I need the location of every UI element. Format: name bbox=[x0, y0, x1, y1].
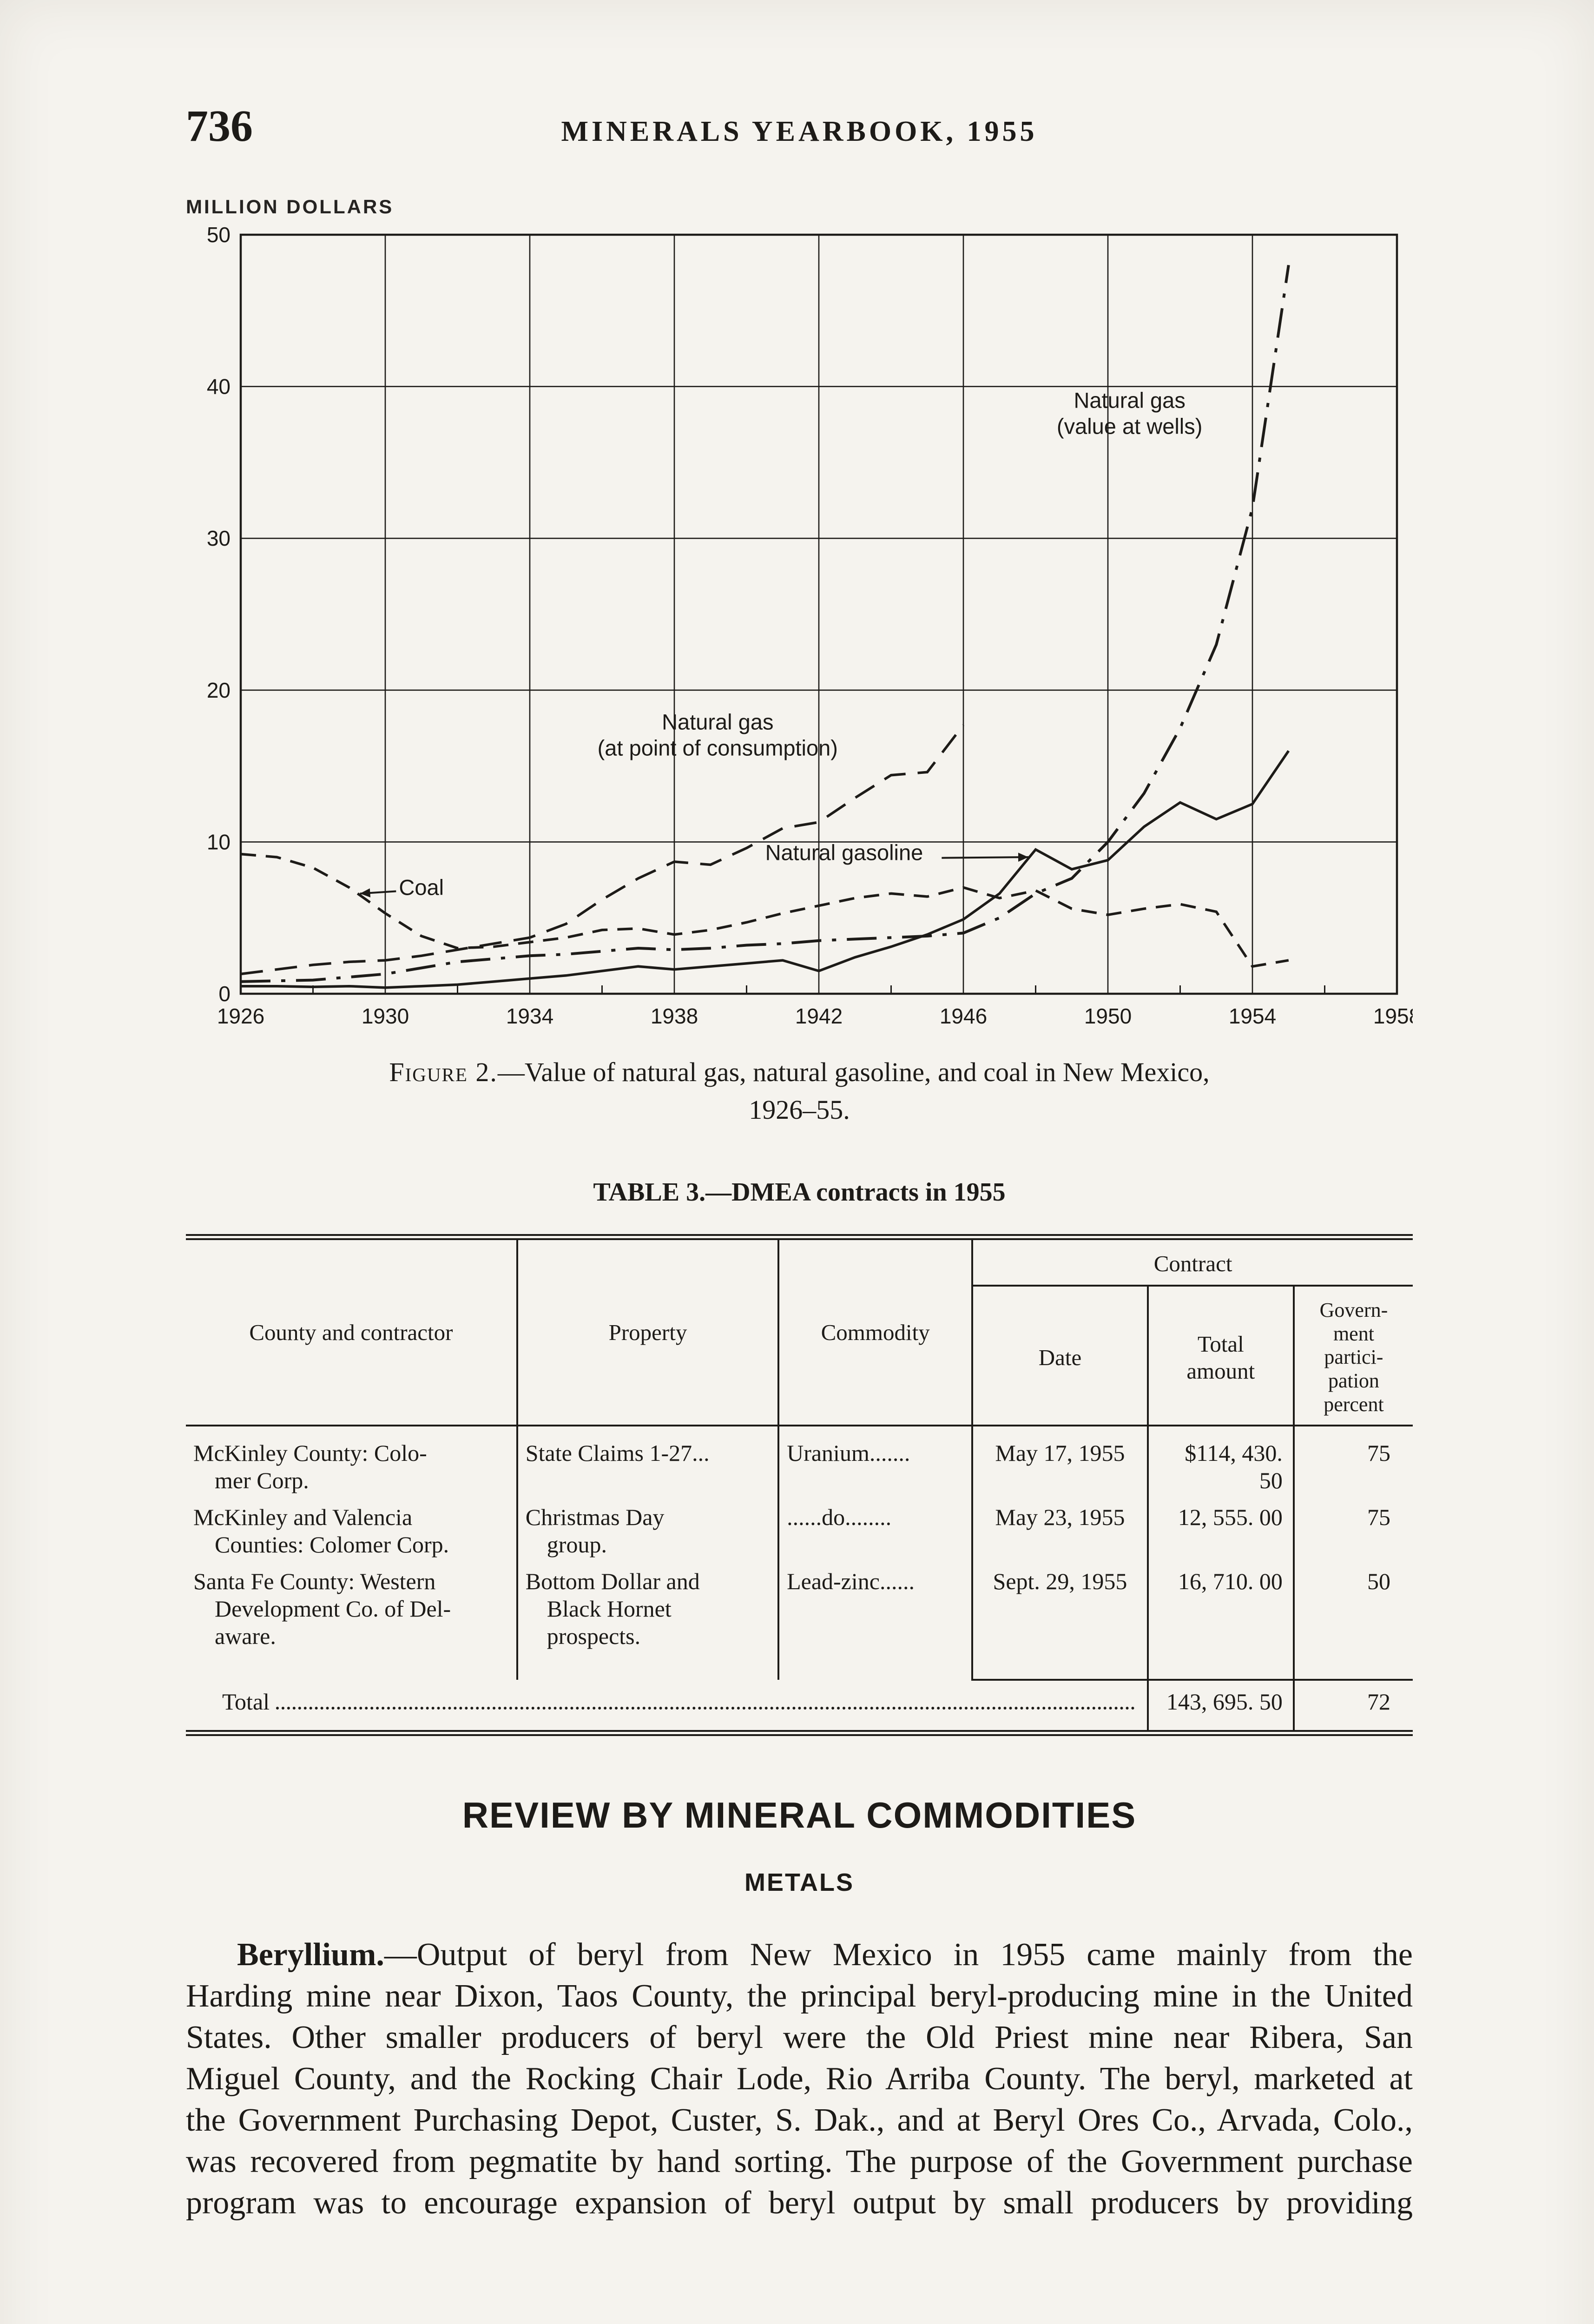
cell-property: Bottom Dollar and Black Hornet prospects… bbox=[517, 1563, 780, 1655]
cell-property: State Claims 1-27... bbox=[517, 1426, 780, 1499]
table-row: McKinley County: Colo- mer Corp. State C… bbox=[186, 1426, 1413, 1499]
table-spacer-row bbox=[186, 1655, 1413, 1681]
cell-county: McKinley and Valencia Counties: Colomer … bbox=[186, 1499, 518, 1564]
svg-text:40: 40 bbox=[207, 375, 231, 399]
cell-amount: 12, 555. 00 bbox=[1147, 1499, 1295, 1564]
col-header-county: County and contractor bbox=[186, 1237, 518, 1426]
table-spacer-cell bbox=[186, 1655, 518, 1680]
cell-property: Christmas Day group. bbox=[517, 1499, 780, 1564]
beryllium-lead: Beryllium. bbox=[237, 1937, 384, 1973]
svg-text:20: 20 bbox=[207, 678, 231, 702]
total-label: Total bbox=[222, 1689, 270, 1715]
svg-text:1938: 1938 bbox=[651, 1004, 698, 1028]
cell-date: May 17, 1955 bbox=[972, 1426, 1149, 1499]
cell-participation: 75 bbox=[1367, 1440, 1390, 1466]
total-line: Total bbox=[193, 1688, 1140, 1716]
svg-text:Coal: Coal bbox=[399, 875, 444, 900]
col-header-date: Date bbox=[972, 1286, 1149, 1426]
metals-heading: METALS bbox=[744, 1868, 854, 1897]
review-heading: REVIEW BY MINERAL COMMODITIES bbox=[462, 1795, 1137, 1836]
table-header-row-2: Date Total amount Govern- ment partici- … bbox=[186, 1286, 1413, 1426]
figure-2: MILLION DOLLARS 0 10 20 30 40 50 1926 1930 1934 1… bbox=[186, 196, 1413, 1129]
svg-text:(value at wells): (value at wells) bbox=[1057, 414, 1202, 438]
x-axis-labels: 1926 1930 1934 1938 1942 1946 1950 1954 1958 bbox=[217, 1004, 1413, 1028]
figure-caption: Figure 2.—Value of natural gas, natural … bbox=[186, 1053, 1413, 1129]
beryllium-text: —Output of beryl from New Mexico in 1955… bbox=[186, 1937, 1413, 2221]
table-spacer-cell bbox=[517, 1655, 780, 1680]
table-row: McKinley and Valencia Counties: Colomer … bbox=[186, 1499, 1413, 1564]
table-header-row-1: County and contractor Property Commodity… bbox=[186, 1237, 1413, 1426]
table-spacer-cell bbox=[1147, 1655, 1295, 1681]
table-title: TABLE 3.—DMEA contracts in 1955 bbox=[593, 1178, 1006, 1207]
dotted-leader bbox=[276, 1707, 1135, 1710]
svg-text:1934: 1934 bbox=[506, 1004, 553, 1028]
svg-text:1954: 1954 bbox=[1229, 1004, 1276, 1028]
svg-text:1926: 1926 bbox=[217, 1004, 264, 1028]
svg-text:1958: 1958 bbox=[1373, 1004, 1413, 1028]
cell-commodity: Lead-zinc...... bbox=[778, 1563, 974, 1655]
chart-grid bbox=[240, 234, 1398, 995]
figure-caption-text: —Value of natural gas, natural gasoline,… bbox=[497, 1057, 1210, 1087]
svg-text:Natural gas: Natural gas bbox=[1074, 388, 1185, 412]
svg-text:1930: 1930 bbox=[362, 1004, 409, 1028]
x-minor-ticks bbox=[312, 985, 1325, 994]
page-header: 736 MINERALS YEARBOOK, 1955 bbox=[186, 100, 1413, 152]
cell-commodity: ......do........ bbox=[778, 1499, 974, 1564]
cell-total-amount: 143, 695. 50 bbox=[1147, 1680, 1295, 1733]
svg-text:1946: 1946 bbox=[940, 1004, 987, 1028]
col-header-participation: Govern- ment partici- pation percent bbox=[1319, 1299, 1388, 1416]
series-natural-gasoline bbox=[241, 750, 1290, 989]
cell-amount: 16, 710. 00 bbox=[1147, 1563, 1295, 1655]
cell-county: Santa Fe County: Western Development Co.… bbox=[186, 1563, 518, 1655]
table-spacer-cell bbox=[778, 1655, 974, 1680]
series-natural-gas-at-point-of-consumption bbox=[240, 724, 965, 976]
cell-date: Sept. 29, 1955 bbox=[972, 1563, 1149, 1655]
col-header-commodity: Commodity bbox=[778, 1237, 974, 1426]
y-axis-unit-label: MILLION DOLLARS bbox=[186, 196, 394, 218]
series-coal bbox=[240, 852, 1289, 968]
cell-commodity: Uranium....... bbox=[778, 1426, 974, 1499]
y-axis-labels: 0 10 20 30 40 50 bbox=[207, 223, 231, 1006]
table-spacer-cell bbox=[1293, 1655, 1413, 1681]
table-header: County and contractor Property Commodity… bbox=[186, 1237, 1413, 1426]
svg-text:0: 0 bbox=[218, 982, 231, 1006]
col-header-contract: Contract bbox=[972, 1237, 1413, 1287]
table-row: Santa Fe County: Western Development Co.… bbox=[186, 1563, 1413, 1655]
chart-annotations: Natural gas(value at wells)Natural gas(a… bbox=[360, 388, 1202, 900]
cell-date: May 23, 1955 bbox=[972, 1499, 1149, 1564]
dmea-contracts-table: County and contractor Property Commodity… bbox=[186, 1234, 1413, 1736]
svg-text:Natural gasoline: Natural gasoline bbox=[765, 840, 923, 865]
svg-text:(at point of consumption): (at point of consumption) bbox=[598, 736, 838, 760]
svg-text:50: 50 bbox=[207, 223, 231, 247]
col-header-property: Property bbox=[517, 1237, 780, 1426]
cell-participation: 75 bbox=[1367, 1504, 1390, 1531]
col-header-amount: Total amount bbox=[1147, 1286, 1295, 1426]
svg-text:10: 10 bbox=[207, 830, 231, 854]
table-body: McKinley County: Colo- mer Corp. State C… bbox=[186, 1426, 1413, 1733]
beryllium-paragraph: Beryllium.—Output of beryl from New Mexi… bbox=[186, 1934, 1413, 2224]
table-spacer-cell bbox=[972, 1655, 1149, 1681]
page-header-title: MINERALS YEARBOOK, 1955 bbox=[561, 116, 1038, 147]
cell-county: McKinley County: Colo- mer Corp. bbox=[186, 1426, 518, 1499]
svg-text:1942: 1942 bbox=[795, 1004, 843, 1028]
figure-caption-line2: 1926–55. bbox=[749, 1095, 850, 1125]
plot-border bbox=[239, 233, 1398, 995]
cell-participation: 50 bbox=[1367, 1568, 1390, 1595]
figure-caption-label: Figure 2. bbox=[389, 1057, 498, 1087]
page-number: 736 bbox=[186, 101, 253, 151]
series-natural-gas-value-at-wells bbox=[240, 264, 1290, 983]
svg-text:1950: 1950 bbox=[1084, 1004, 1132, 1028]
cell-total-participation: 72 bbox=[1367, 1689, 1390, 1715]
table-total-row: Total 143, 695. 50 72 bbox=[186, 1680, 1413, 1733]
svg-text:Natural gas: Natural gas bbox=[662, 710, 773, 734]
svg-text:30: 30 bbox=[207, 526, 231, 550]
cell-total-label: Total bbox=[186, 1680, 1149, 1733]
cell-amount: $114, 430. 50 bbox=[1147, 1426, 1295, 1499]
